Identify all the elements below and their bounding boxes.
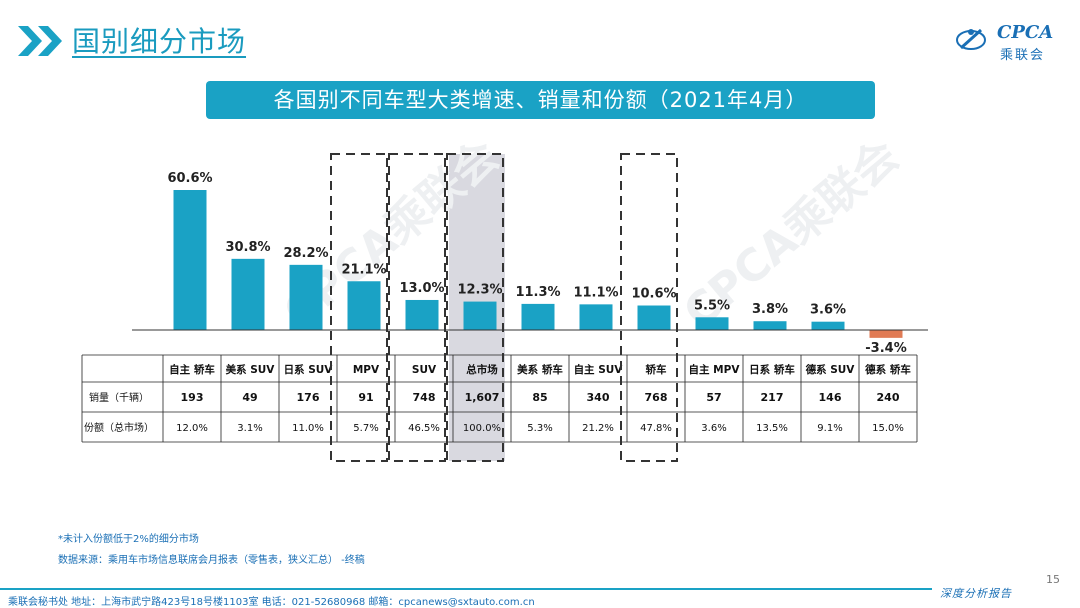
highlight-box — [446, 153, 504, 462]
tick-label: 总市场 — [466, 363, 498, 376]
table-cell: 146 — [819, 391, 842, 404]
bar — [173, 190, 207, 330]
logo-text: CPCA — [997, 22, 1054, 43]
table-cell: 193 — [181, 391, 204, 404]
table-cell: 49 — [242, 391, 257, 404]
footer-report-label: 深度分析报告 — [940, 587, 1012, 600]
tick-label: SUV — [412, 364, 437, 376]
table-cell: 21.2% — [582, 423, 614, 434]
table-cell: 46.5% — [408, 423, 440, 434]
bar — [869, 330, 903, 338]
bar — [521, 303, 555, 330]
data-label: 28.2% — [283, 246, 328, 261]
chevron-icon — [18, 26, 62, 56]
table-cell: 748 — [413, 391, 436, 404]
tick-label: 德系 SUV — [805, 363, 856, 376]
table-cell: 13.5% — [756, 423, 788, 434]
tick-label: 自主 MPV — [689, 363, 741, 376]
bar — [579, 304, 613, 330]
tick-label: 日系 轿车 — [749, 363, 795, 376]
table-cell: 85 — [532, 391, 547, 404]
tick-label: 自主 轿车 — [169, 363, 215, 376]
data-label: 21.1% — [341, 262, 386, 277]
data-label: 10.6% — [631, 287, 676, 302]
tick-label: 自主 SUV — [574, 363, 624, 376]
page-number: 15 — [1046, 573, 1060, 586]
row-label: 销量（千辆） — [89, 391, 149, 404]
data-label: 12.3% — [457, 283, 502, 298]
data-label: 3.8% — [752, 302, 788, 317]
data-label: 3.6% — [810, 303, 846, 318]
table-cell: 47.8% — [640, 423, 672, 434]
footer-contact: 乘联会秘书处 地址：上海市武宁路423号18号楼1103室 电话：021-526… — [8, 597, 535, 608]
tick-label: 德系 轿车 — [864, 363, 911, 376]
data-label: -3.4% — [865, 341, 906, 356]
table-cell: 3.6% — [701, 423, 726, 434]
tick-label: MPV — [353, 364, 380, 376]
table-cell: 176 — [297, 391, 320, 404]
data-label: 5.5% — [694, 298, 730, 313]
table-cell: 100.0% — [463, 423, 501, 434]
table-cell: 3.1% — [237, 423, 262, 434]
table-cell: 217 — [761, 391, 784, 404]
bar — [811, 321, 845, 330]
bar — [753, 321, 787, 330]
tick-label: 美系 轿车 — [517, 363, 563, 376]
bar — [695, 317, 729, 330]
highlight-box — [388, 153, 446, 462]
table-cell: 1,607 — [465, 391, 500, 404]
data-label: 13.0% — [399, 281, 444, 296]
highlight-box — [620, 153, 678, 462]
data-label: 11.3% — [515, 285, 560, 300]
bar — [347, 281, 381, 330]
bar — [637, 305, 671, 330]
footer-divider — [0, 588, 932, 590]
table-cell: 5.3% — [527, 423, 552, 434]
bar — [405, 299, 439, 330]
footnote-source: 数据来源：乘用车市场信息联席会月报表（零售表，狭义汇总） -终稿 — [58, 555, 365, 566]
row-label: 份额（总市场） — [84, 421, 154, 434]
table-cell: 9.1% — [817, 423, 842, 434]
tick-label: 日系 SUV — [284, 363, 334, 376]
page-title: 国别细分市场 — [72, 25, 247, 58]
bar — [231, 258, 265, 330]
table-cell: 91 — [358, 391, 373, 404]
bar — [289, 264, 323, 330]
table-cell: 15.0% — [872, 423, 904, 434]
table-cell: 11.0% — [292, 423, 324, 434]
table-cell: 240 — [877, 391, 900, 404]
table-cell: 12.0% — [176, 423, 208, 434]
table-cell: 5.7% — [353, 423, 378, 434]
cpca-logo-icon — [956, 28, 986, 50]
data-label: 60.6% — [167, 171, 212, 186]
data-label: 30.8% — [225, 240, 270, 255]
bar — [463, 301, 497, 330]
tick-label: 美系 SUV — [226, 363, 276, 376]
logo-subtitle: 乘联会 — [1000, 48, 1046, 63]
table-cell: 57 — [706, 391, 721, 404]
data-label: 11.1% — [573, 285, 618, 300]
tick-label: 轿车 — [646, 363, 667, 376]
highlight-box — [330, 153, 388, 462]
table-cell: 768 — [645, 391, 668, 404]
table-cell: 340 — [587, 391, 610, 404]
chart-title-banner: 各国别不同车型大类增速、销量和份额（2021年4月） — [206, 81, 875, 119]
footnote-note: *未计入份额低于2%的细分市场 — [58, 534, 199, 545]
